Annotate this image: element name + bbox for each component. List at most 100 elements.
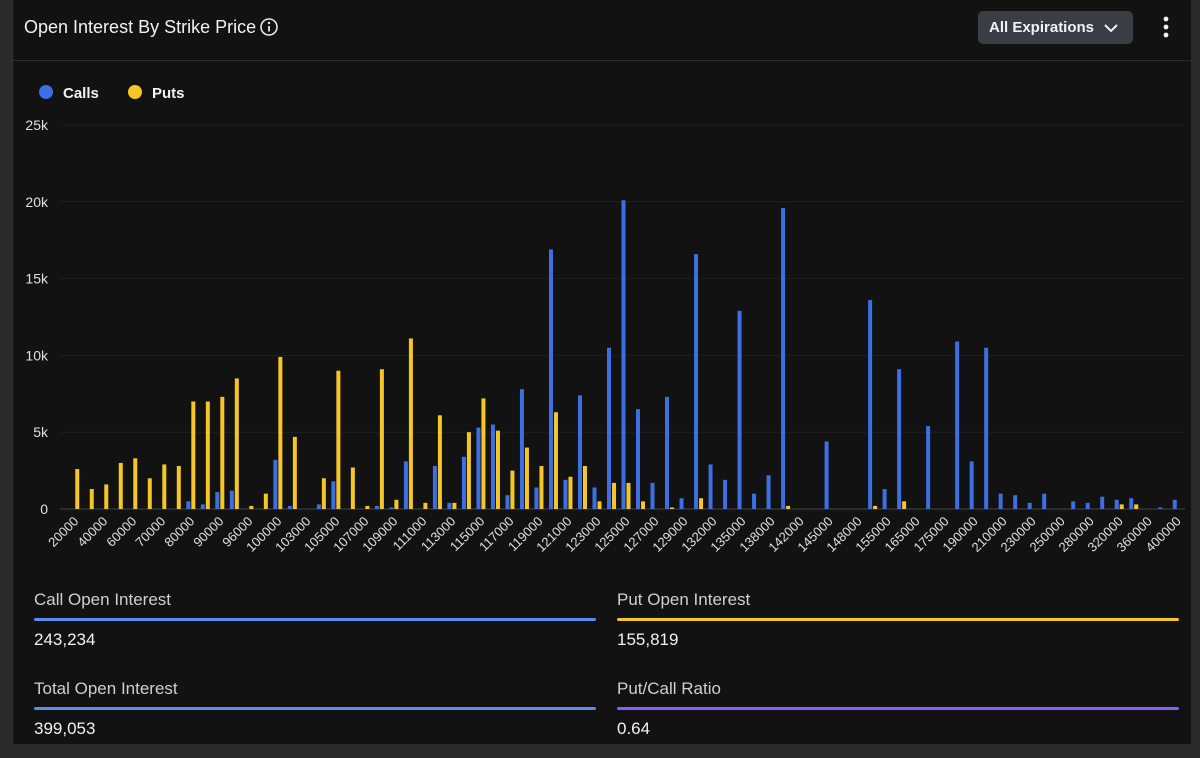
bar [636,409,641,509]
bar [1119,504,1124,509]
bar [699,498,704,509]
bar [897,369,902,509]
stat: Call Open Interest 243,234 [34,590,596,650]
bar [873,505,878,509]
x-tick-label: 70000 [132,514,168,550]
bar [408,338,413,509]
bar [534,487,539,509]
bar [752,493,757,509]
stat-value: 155,819 [617,630,679,649]
bar [1027,502,1032,509]
bar [490,424,495,509]
bar [389,507,394,509]
bar [403,461,408,509]
bar [423,502,428,509]
stat: Put Open Interest 155,819 [617,590,1179,650]
y-tick-label: 5k [33,424,49,440]
bar [737,310,742,509]
bar [374,505,379,509]
stat-label: Put/Call Ratio [617,679,721,698]
bar [205,401,210,509]
bar [1085,502,1090,509]
bar [998,493,1003,509]
bar [1114,499,1119,509]
bar [592,487,597,509]
y-tick-label: 25k [25,117,49,133]
bar [606,347,611,509]
legend-swatch [128,85,142,99]
bar [621,200,626,509]
bar [1129,498,1134,509]
bar [679,498,684,509]
bar [1158,507,1163,509]
bar [234,378,239,509]
stat-underline [617,618,1179,621]
bar [723,479,728,509]
bar [505,495,510,509]
stat-label: Call Open Interest [34,590,172,609]
bar [476,427,481,509]
bar [176,465,181,509]
bar [539,465,544,509]
bar [447,502,452,509]
bar [926,426,931,509]
bar [611,482,616,509]
stat-value: 243,234 [34,630,96,649]
bar [548,249,553,509]
bar [650,482,655,509]
bar [626,482,631,509]
bar [1134,504,1139,509]
bar [955,341,960,509]
bar [1100,496,1105,509]
legend-swatch [39,85,53,99]
bar [495,430,500,509]
bar [104,484,109,509]
bar [969,461,974,509]
bar [263,493,268,509]
bar [1172,499,1177,509]
bar [437,415,442,509]
dropdown-label: All Expirations [989,19,1095,36]
bar [597,501,602,509]
bar [147,478,152,509]
bar [766,475,771,509]
bar [641,501,646,509]
bar [249,505,254,509]
bar [432,465,437,509]
x-tick-label: 90000 [190,514,226,550]
bar [394,499,399,509]
bar [331,481,336,509]
bar [321,478,326,509]
bar [1042,493,1047,509]
y-tick-label: 20k [25,194,49,210]
title: Open Interest By Strike Price [24,17,257,37]
bar [577,395,582,509]
y-tick-label: 0 [40,501,48,517]
info-icon[interactable] [259,17,279,37]
stat-value: 399,053 [34,719,96,738]
bar [191,401,196,509]
bar [984,347,989,509]
bar [278,356,283,509]
bar [273,459,278,509]
stat-underline [34,618,596,621]
y-tick-label: 15k [25,271,49,287]
x-tick-label: 80000 [161,514,197,550]
bar [186,501,191,509]
x-tick-label: 20000 [45,514,81,550]
x-tick-label: 40000 [74,514,110,550]
bar [786,505,791,509]
bar [563,479,568,509]
bar [162,464,167,509]
menu-icon[interactable] [1158,15,1174,41]
bar [215,492,220,509]
bar [708,464,713,509]
bar [868,300,873,509]
bar [824,441,829,509]
bar [89,489,94,509]
stat: Put/Call Ratio 0.64 [617,679,1179,739]
bar [75,469,80,509]
expirations-dropdown[interactable]: All Expirations [978,11,1133,44]
bar [452,502,457,509]
